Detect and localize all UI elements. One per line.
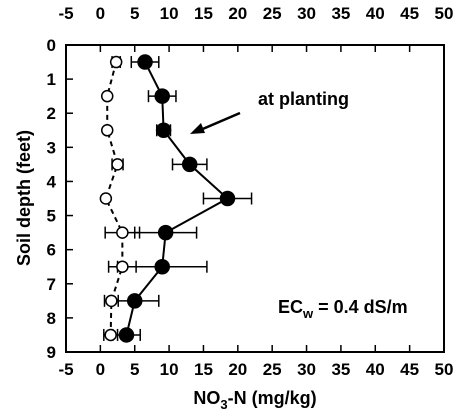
x-tick-label-top: 5 <box>130 4 139 23</box>
data-point-open <box>99 192 113 205</box>
x-tick-label-bottom: 45 <box>400 360 419 379</box>
annotation-ec-rest: = 0.4 dS/m <box>313 297 408 317</box>
y-tick-label: 6 <box>47 241 56 260</box>
data-point-open <box>116 260 129 273</box>
annotation-ec: ECw = 0.4 dS/m <box>278 297 408 321</box>
y-tick-label: 9 <box>47 343 56 362</box>
x-tick-label-top: 30 <box>297 4 316 23</box>
series-layer <box>99 54 253 343</box>
data-point-open <box>104 328 117 342</box>
data-point-filled <box>155 122 172 139</box>
y-tick-label: 8 <box>47 309 56 328</box>
y-tick-label: 2 <box>47 104 56 123</box>
x-tick-label-top: 40 <box>366 4 385 23</box>
x-tick-label-bottom: 40 <box>366 360 385 379</box>
x-tick-label-top: -5 <box>58 4 73 23</box>
annotation-arrow <box>190 111 241 134</box>
x-tick-label-bottom: -5 <box>58 360 73 379</box>
x-tick-label-top: 10 <box>160 4 179 23</box>
data-point-filled <box>219 190 236 207</box>
series-2 <box>99 55 141 342</box>
x-tick-label-top: 25 <box>263 4 282 23</box>
x-tick-label-top: 50 <box>435 4 454 23</box>
x-tick-label-top: 45 <box>400 4 419 23</box>
y-tick-label: 4 <box>47 172 57 191</box>
x-axis-title-rest: -N (mg/kg) <box>228 388 317 408</box>
x-tick-label-bottom: 10 <box>160 360 179 379</box>
data-point-filled <box>181 156 198 173</box>
tick-labels: -5-5005510101515202025253030353540404545… <box>47 4 454 379</box>
annotation-ec-subscript: w <box>302 306 314 321</box>
data-point-filled <box>157 224 174 241</box>
data-point-filled <box>154 258 170 275</box>
x-tick-label-top: 15 <box>194 4 213 23</box>
x-tick-label-bottom: 30 <box>297 360 316 379</box>
y-tick-label: 0 <box>47 36 56 55</box>
x-tick-label-bottom: 15 <box>194 360 213 379</box>
y-tick-label: 7 <box>47 275 56 294</box>
y-axis-title: Soil depth (feet) <box>14 130 34 266</box>
data-point-filled <box>137 54 153 70</box>
y-tick-label: 1 <box>47 70 56 89</box>
x-tick-label-bottom: 35 <box>331 360 350 379</box>
data-point-open <box>116 226 129 239</box>
data-point-open <box>100 89 114 103</box>
y-tick-label: 5 <box>47 207 56 226</box>
x-tick-label-top: 20 <box>228 4 247 23</box>
x-tick-label-bottom: 20 <box>228 360 247 379</box>
series-2-line <box>104 61 124 335</box>
annotation-at-planting: at planting <box>258 89 349 109</box>
data-point-filled <box>154 88 170 104</box>
data-point-open <box>111 158 124 171</box>
x-tick-label-top: 0 <box>96 4 105 23</box>
x-tick-label-top: 35 <box>331 4 350 23</box>
y-tick-label: 3 <box>47 138 56 157</box>
x-tick-label-bottom: 0 <box>96 360 105 379</box>
data-point-open <box>109 55 123 69</box>
data-point-open <box>100 124 114 137</box>
x-tick-label-bottom: 5 <box>130 360 139 379</box>
x-axis-title-subscript: 3 <box>220 397 227 412</box>
ticks <box>65 44 445 353</box>
plot-frame <box>65 44 445 353</box>
series-1 <box>109 54 253 343</box>
x-tick-label-bottom: 50 <box>435 360 454 379</box>
data-point-filled <box>126 293 143 309</box>
data-point-open <box>105 294 118 308</box>
x-axis-title: NO3-N (mg/kg) <box>193 388 316 412</box>
x-tick-label-bottom: 25 <box>263 360 282 379</box>
data-point-filled <box>118 327 135 343</box>
